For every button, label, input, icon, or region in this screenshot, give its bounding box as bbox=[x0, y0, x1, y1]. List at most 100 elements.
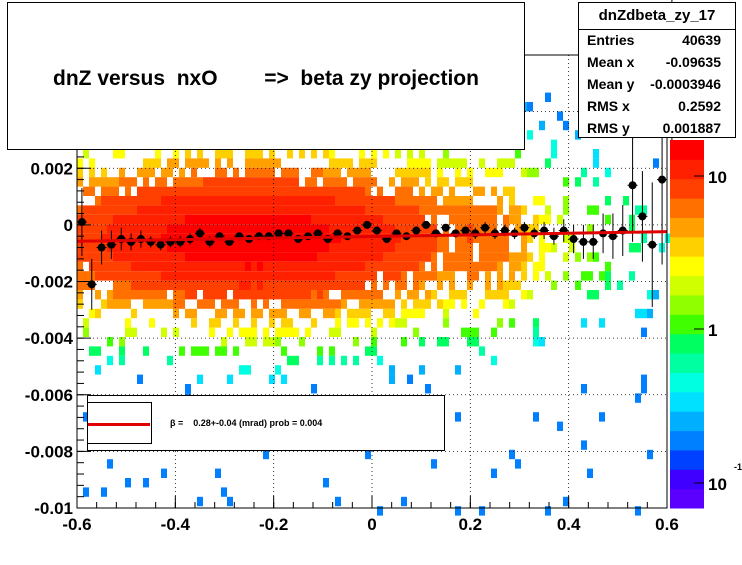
heatmap-cell bbox=[89, 308, 95, 319]
heatmap-cell bbox=[383, 243, 389, 253]
heatmap-cell bbox=[545, 271, 551, 281]
heatmap-cell bbox=[203, 299, 209, 309]
heatmap-cell bbox=[365, 252, 371, 262]
heatmap-cell bbox=[281, 327, 287, 337]
heatmap-cell bbox=[197, 149, 203, 159]
heatmap-cell bbox=[311, 214, 317, 225]
heatmap-cell bbox=[413, 158, 419, 168]
heatmap-cell bbox=[155, 280, 161, 290]
heatmap-cell bbox=[257, 261, 263, 272]
profile-point bbox=[617, 205, 628, 257]
heatmap-cell bbox=[455, 196, 461, 206]
heatmap-cell bbox=[389, 374, 395, 384]
heatmap-cell bbox=[635, 393, 641, 403]
heatmap-cell bbox=[509, 280, 515, 290]
heatmap-cell bbox=[509, 318, 515, 328]
heatmap-cell bbox=[125, 271, 131, 281]
heatmap-cell bbox=[197, 299, 203, 309]
profile-point bbox=[440, 223, 451, 232]
heatmap-cell bbox=[191, 346, 197, 356]
heatmap-cell bbox=[335, 299, 341, 309]
heatmap-cell bbox=[77, 167, 83, 178]
heatmap-cell bbox=[401, 280, 407, 290]
heatmap-cell bbox=[359, 186, 365, 196]
heatmap-cell bbox=[545, 243, 551, 253]
heatmap-cell bbox=[629, 243, 635, 253]
heatmap-cell bbox=[527, 233, 533, 243]
heatmap-cell bbox=[407, 186, 413, 196]
heatmap-cell bbox=[389, 205, 395, 215]
heatmap-cell bbox=[137, 374, 143, 384]
heatmap-cell bbox=[449, 186, 455, 196]
stats-histogram-name: dnZdbeta_zy_17 bbox=[579, 3, 735, 30]
heatmap-cell bbox=[341, 261, 347, 272]
heatmap-cell bbox=[395, 186, 401, 196]
heatmap-cell bbox=[89, 177, 95, 187]
heatmap-cell bbox=[227, 280, 233, 290]
heatmap-cell bbox=[359, 214, 365, 225]
heatmap-cell bbox=[263, 337, 269, 347]
heatmap-cell bbox=[239, 186, 245, 196]
heatmap-cell bbox=[449, 271, 455, 281]
profile-point bbox=[155, 239, 166, 251]
heatmap-cell bbox=[203, 261, 209, 272]
heatmap-cell bbox=[371, 196, 377, 206]
profile-marker bbox=[589, 237, 598, 246]
heatmap-cell bbox=[425, 243, 431, 253]
color-bar-swatch bbox=[670, 449, 704, 470]
color-bar-swatch bbox=[670, 488, 704, 509]
heatmap-cell bbox=[461, 233, 467, 243]
heatmap-cell bbox=[149, 186, 155, 196]
heatmap-cell bbox=[101, 186, 107, 196]
heatmap-cell bbox=[449, 205, 455, 215]
heatmap-cell bbox=[281, 299, 287, 309]
profile-marker bbox=[313, 229, 322, 238]
heatmap-cell bbox=[239, 205, 245, 215]
heatmap-cell bbox=[497, 158, 503, 168]
heatmap-cell bbox=[413, 299, 419, 309]
heatmap-cell bbox=[383, 205, 389, 215]
heatmap-cell bbox=[251, 196, 257, 206]
heatmap-cell bbox=[491, 468, 497, 478]
x-axis: -0.6 -0.4 -0.2 0 0.2 0.4 0.6 bbox=[62, 496, 679, 534]
heatmap-cell bbox=[323, 252, 329, 262]
heatmap-cell bbox=[167, 299, 173, 309]
heatmap-cell bbox=[293, 167, 299, 178]
heatmap-cell bbox=[587, 252, 593, 262]
heatmap-cell bbox=[269, 186, 275, 196]
heatmap-cell bbox=[467, 233, 473, 243]
heatmap-cell bbox=[173, 214, 179, 225]
profile-point bbox=[273, 229, 284, 238]
stats-value: -0.09635 bbox=[665, 54, 721, 70]
heatmap-cell bbox=[239, 224, 245, 234]
heatmap-cell bbox=[131, 327, 137, 337]
heatmap-cell bbox=[353, 205, 359, 215]
heatmap-cell bbox=[407, 290, 413, 300]
heatmap-cell bbox=[371, 280, 377, 290]
heatmap-cell bbox=[275, 158, 281, 168]
heatmap-cell bbox=[413, 261, 419, 272]
heatmap-cell bbox=[203, 158, 209, 168]
heatmap-cell bbox=[299, 299, 305, 309]
heatmap-cell bbox=[353, 214, 359, 225]
heatmap-cell bbox=[377, 243, 383, 253]
heatmap-cell bbox=[461, 158, 467, 168]
heatmap-cell bbox=[185, 214, 191, 225]
heatmap-cell bbox=[149, 167, 155, 178]
heatmap-cell bbox=[407, 243, 413, 253]
heatmap-cell bbox=[161, 261, 167, 272]
heatmap-cell bbox=[329, 299, 335, 309]
heatmap-cell bbox=[407, 261, 413, 272]
heatmap-cell bbox=[185, 280, 191, 290]
heatmap-cell bbox=[461, 214, 467, 225]
color-bar: 10 1 10 -1 bbox=[670, 140, 742, 509]
heatmap-cell bbox=[281, 214, 287, 225]
heatmap-cell bbox=[293, 224, 299, 234]
heatmap-cell bbox=[521, 243, 527, 253]
heatmap-cell bbox=[305, 290, 311, 300]
heatmap-cell bbox=[425, 167, 431, 178]
heatmap-cell bbox=[449, 261, 455, 272]
heatmap-cell bbox=[173, 299, 179, 309]
heatmap-cell bbox=[299, 186, 305, 196]
heatmap-cell bbox=[497, 290, 503, 300]
